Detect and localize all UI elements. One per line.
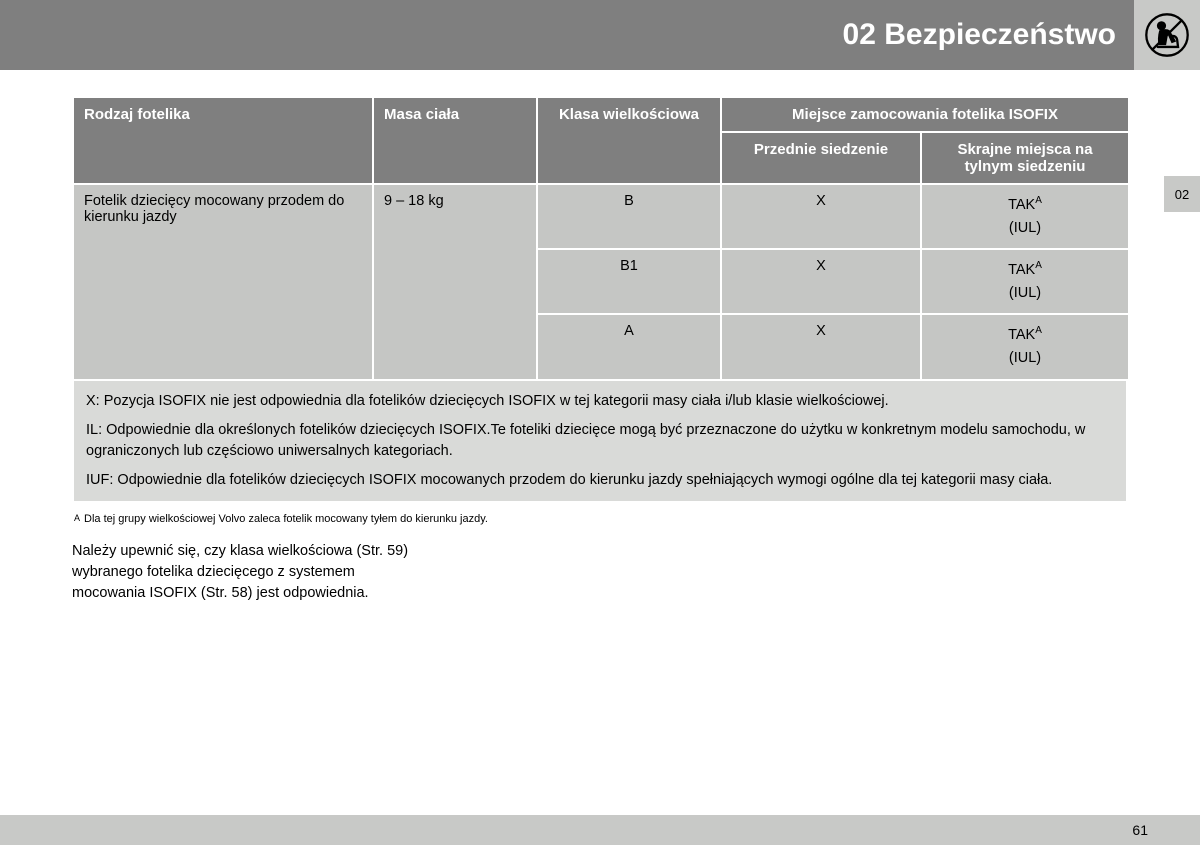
- cell-front: X: [721, 314, 921, 379]
- legend-iuf: IUF: Odpowiednie dla fotelików dziecięcy…: [86, 470, 1114, 491]
- cell-rear: TAKA (IUL): [921, 249, 1129, 314]
- cell-front: X: [721, 184, 921, 249]
- section-tab: 02: [1164, 176, 1200, 212]
- th-rear-seat: Skrajne miejsca na tylnym siedzeniu: [921, 132, 1129, 184]
- chapter-title: 02 Bezpieczeństwo: [843, 18, 1116, 52]
- legend-x: X: Pozycja ISOFIX nie jest odpowiednia d…: [86, 391, 1114, 412]
- table-row: Fotelik dziecięcy mocowany przodem do ki…: [73, 184, 1129, 249]
- page-content: Rodzaj fotelika Masa ciała Klasa wielkoś…: [72, 96, 1128, 604]
- legend-il: IL: Odpowiednie dla określonych fotelikó…: [86, 420, 1114, 462]
- th-mounting: Miejsce zamocowania fotelika ISOFIX: [721, 97, 1129, 132]
- cell-class: A: [537, 314, 721, 379]
- cell-seat-type: Fotelik dziecięcy mocowany przodem do ki…: [73, 184, 373, 380]
- chapter-header: 02 Bezpieczeństwo: [0, 0, 1134, 70]
- cell-rear: TAKA (IUL): [921, 184, 1129, 249]
- cell-class: B1: [537, 249, 721, 314]
- child-seat-icon: [1144, 12, 1190, 58]
- th-seat-type: Rodzaj fotelika: [73, 97, 373, 184]
- cell-front: X: [721, 249, 921, 314]
- page-footer: 61: [0, 815, 1200, 845]
- cell-mass: 9 – 18 kg: [373, 184, 537, 380]
- th-mass: Masa ciała: [373, 97, 537, 184]
- page-number: 61: [1132, 822, 1148, 838]
- th-size-class: Klasa wielkościowa: [537, 97, 721, 184]
- isofix-table: Rodzaj fotelika Masa ciała Klasa wielkoś…: [72, 96, 1130, 381]
- cell-rear: TAKA (IUL): [921, 314, 1129, 379]
- body-paragraph: Należy upewnić się, czy klasa wielkościo…: [72, 541, 432, 604]
- table-legend: X: Pozycja ISOFIX nie jest odpowiednia d…: [72, 381, 1128, 503]
- header-icon-box: [1134, 0, 1200, 70]
- th-front-seat: Przednie siedzenie: [721, 132, 921, 184]
- table-body: Fotelik dziecięcy mocowany przodem do ki…: [73, 184, 1129, 380]
- cell-class: B: [537, 184, 721, 249]
- footnote: ADla tej grupy wielkościowej Volvo zalec…: [74, 513, 1128, 525]
